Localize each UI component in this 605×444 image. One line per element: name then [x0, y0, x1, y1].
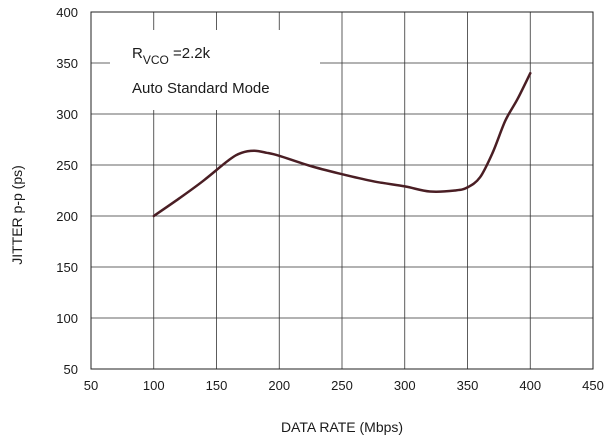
- series-line: [152, 71, 532, 218]
- x-tick-label-4: 250: [331, 378, 353, 393]
- y-axis-label: JITTER p-p (ps): [9, 165, 25, 265]
- x-tick-label-3: 200: [268, 378, 290, 393]
- mode-label: Auto Standard Mode: [132, 80, 270, 97]
- y-tick-label-1: 100: [56, 311, 78, 326]
- y-tick-label-6: 350: [56, 56, 78, 71]
- y-tick-label-3: 200: [56, 209, 78, 224]
- annotation-box: [110, 30, 320, 110]
- y-tick-labels: 50 100 150 200 250 300 350 400: [56, 5, 78, 377]
- x-axis-label: DATA RATE (Mbps): [281, 419, 403, 435]
- x-tick-label-6: 350: [457, 378, 479, 393]
- y-tick-label-0: 50: [64, 362, 78, 377]
- rvco-label: RVCO =2.2k: [132, 45, 211, 67]
- y-tick-label-2: 150: [56, 260, 78, 275]
- x-tick-label-7: 400: [519, 378, 541, 393]
- y-tick-label-7: 400: [56, 5, 78, 20]
- plot-frame: [90, 11, 594, 370]
- x-tick-label-0: 50: [84, 378, 98, 393]
- x-tick-label-8: 450: [582, 378, 604, 393]
- x-tick-label-2: 150: [206, 378, 228, 393]
- x-tick-label-5: 300: [394, 378, 416, 393]
- y-tick-label-5: 300: [56, 107, 78, 122]
- y-tick-label-4: 250: [56, 158, 78, 173]
- x-tick-labels: 50 100 150 200 250 300 350 400 450: [84, 378, 604, 393]
- x-tick-label-1: 100: [143, 378, 165, 393]
- annotation: RVCO =2.2k Auto Standard Mode: [132, 45, 270, 97]
